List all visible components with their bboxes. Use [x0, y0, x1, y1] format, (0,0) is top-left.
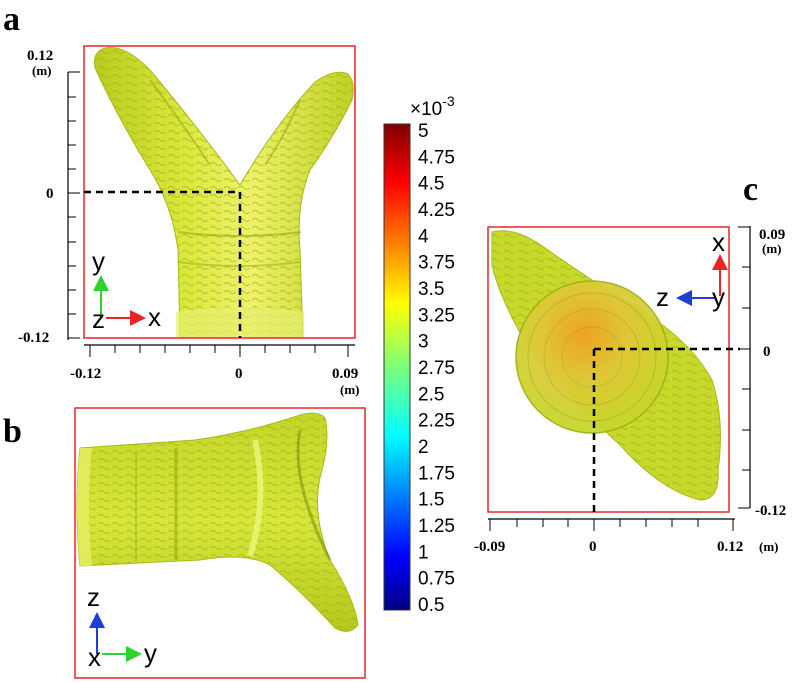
panel-a-y-axis: 0.12 (m) 0 -0.12 [18, 48, 80, 346]
triad-c-up-label: x [712, 227, 725, 257]
panel-a-y-tick-zero: 0 [46, 186, 54, 202]
panel-c-frame [487, 226, 730, 513]
panel-a: a 0.1 [3, 1, 360, 397]
triad-c-left-label: z [656, 282, 669, 312]
colorbar-tick-label: 2.25 [418, 411, 455, 432]
colorbar-tick-label: 3.25 [418, 305, 455, 326]
panel-b-frame [74, 407, 366, 679]
panel-b-axis-triad: z y x [87, 582, 157, 672]
triad-b-up-label: z [87, 582, 100, 612]
colorbar-tick-label: 3.75 [418, 253, 455, 274]
panel-c-axis-triad: x z y [656, 227, 728, 312]
colorbar-tick-label: 2 [418, 437, 429, 458]
panel-a-x-tick-zero: 0 [235, 366, 243, 382]
panel-c-trachea-section [515, 280, 669, 434]
colorbar-tick-label: 4.75 [418, 147, 455, 168]
panel-a-x-axis: -0.12 0 0.09 (m) [70, 344, 360, 397]
panel-c-letter: c [743, 171, 758, 208]
colorbar-exponent: ×10-3 [410, 93, 455, 120]
colorbar-tick-label: 2.5 [418, 384, 444, 405]
panel-a-x-unit: (m) [340, 382, 360, 397]
colorbar: ×10-3 5 4.75 4.5 4.25 4 3.75 3.5 3.25 3 2.75 2.5 2.… [383, 93, 455, 616]
panel-c-x-unit: (m) [759, 539, 779, 554]
panel-c-x-axis: -0.09 0 0.12 (m) [474, 518, 779, 555]
panel-c-airway-surface [491, 230, 721, 501]
triad-a-out-label: z [92, 304, 105, 334]
colorbar-tick-label: 3.5 [418, 279, 444, 300]
triad-c-out-label: y [712, 282, 725, 312]
panel-a-y-tick-bottom: -0.12 [18, 330, 49, 346]
triad-b-right-label: y [144, 638, 157, 668]
panel-c-x-tick-right: 0.12 [717, 539, 743, 555]
panel-c-y-axis: 0.09 (m) 0 -0.12 [738, 226, 786, 519]
triad-a-up-label: y [92, 246, 105, 276]
colorbar-tick-label: 1.75 [418, 463, 455, 484]
panel-c: c 0.09 (m) 0 -0.12 [474, 171, 786, 555]
panel-a-x-tick-left: -0.12 [70, 366, 101, 382]
panel-b-letter: b [3, 413, 22, 450]
triad-b-out-label: x [88, 642, 101, 672]
panel-c-x-tick-left: -0.09 [474, 539, 505, 555]
panel-a-y-unit: (m) [32, 63, 52, 78]
colorbar-tick-label: 5 [418, 121, 429, 142]
panel-a-letter: a [3, 1, 20, 38]
colorbar-tick-label: 1.25 [418, 516, 455, 537]
colorbar-tick-label: 4.5 [418, 174, 444, 195]
panel-c-y-tick-bottom: -0.12 [755, 503, 786, 519]
colorbar-tick-label: 0.75 [418, 569, 455, 590]
colorbar-tick-label: 0.5 [418, 595, 444, 616]
panel-a-x-tick-right: 0.09 [332, 366, 358, 382]
colorbar-tick-label: 4 [418, 226, 429, 247]
panel-c-y-tick-zero: 0 [763, 344, 771, 360]
colorbar-tick-label: 4.25 [418, 200, 455, 221]
panel-b: b z y x [3, 407, 366, 679]
colorbar-tick-label: 1 [418, 542, 429, 563]
panel-c-x-tick-zero: 0 [589, 539, 597, 555]
colorbar-tick-labels: 5 4.75 4.5 4.25 4 3.75 3.5 3.25 3 2.75 2.5 2.25 2 1.7… [418, 121, 455, 616]
panel-c-y-unit: (m) [762, 241, 782, 256]
panel-a-airway-surface [94, 46, 354, 339]
panel-a-y-tick-top: 0.12 [27, 48, 53, 64]
panel-a-axis-triad: y x z [92, 246, 161, 334]
colorbar-tick-label: 2.75 [418, 358, 455, 379]
colorbar-tick-label: 1.5 [418, 490, 444, 511]
panel-c-y-tick-top: 0.09 [759, 227, 785, 243]
triad-a-right-label: x [148, 302, 161, 332]
panel-b-airway-surface [76, 412, 359, 632]
colorbar-tick-label: 3 [418, 332, 429, 353]
colorbar-gradient [383, 123, 411, 611]
